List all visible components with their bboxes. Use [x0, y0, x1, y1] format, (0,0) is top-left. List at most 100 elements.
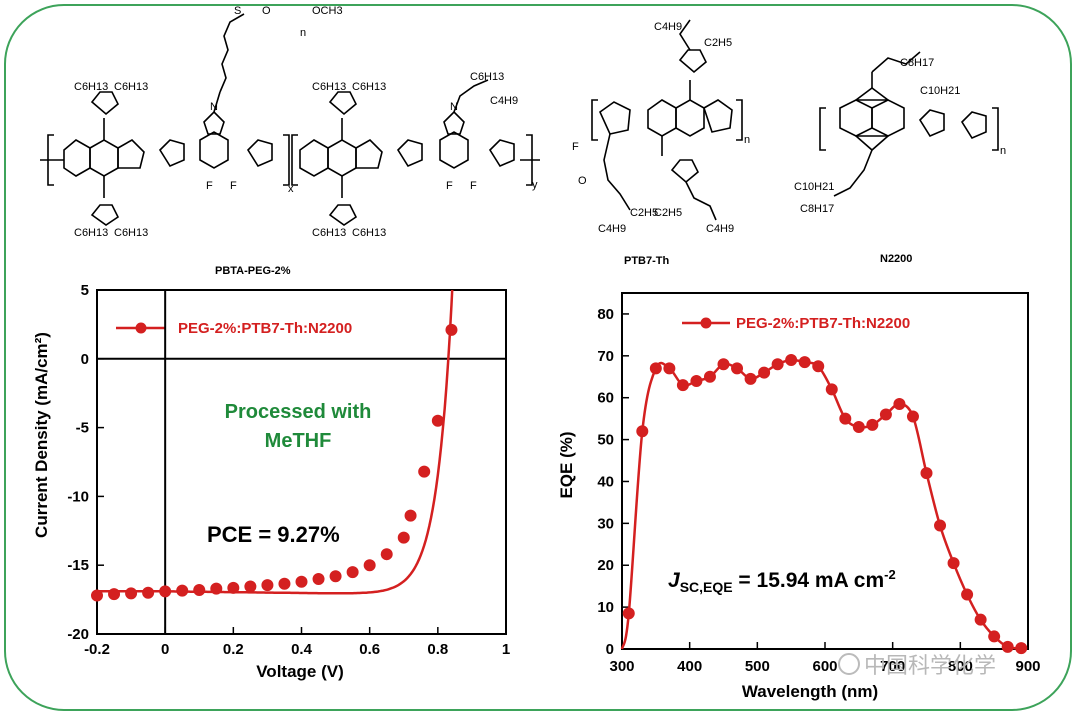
svg-text:F: F: [470, 180, 477, 192]
eqe-data-point: [947, 557, 960, 570]
eqe-data-point: [906, 410, 919, 423]
eqe-data-point: [703, 370, 716, 383]
jv-data-point: [142, 586, 155, 599]
jv-data-point: [418, 465, 431, 478]
svg-text:x: x: [288, 183, 294, 195]
jv-xlabel: Voltage (V): [256, 662, 344, 681]
jv-ytick-label: 5: [81, 285, 89, 299]
ptb7-name: PTB7-Th: [624, 255, 670, 267]
svg-text:S: S: [234, 5, 241, 17]
jv-data-point: [346, 566, 359, 579]
jv-data-point: [210, 582, 223, 595]
eqe-data-point: [717, 358, 730, 371]
eqe-legend: PEG-2%:PTB7-Th:N2200: [682, 315, 910, 332]
wechat-icon: [838, 653, 860, 675]
jv-xtick-label: 0.2: [223, 641, 244, 658]
watermark: 中国科学化学: [838, 648, 996, 680]
svg-text:C8H17: C8H17: [800, 203, 834, 215]
jv-data-point: [445, 323, 458, 336]
eqe-xtick-label: 900: [1015, 658, 1040, 675]
eqe-jsc-annotation: JSC,EQE = 15.94 mA cm-2: [668, 567, 896, 595]
jv-processed-line2: MeTHF: [265, 430, 332, 452]
eqe-xtick-label: 600: [812, 658, 837, 675]
jv-processed-line1: Processed with: [225, 401, 372, 423]
svg-text:C4H9: C4H9: [490, 95, 518, 107]
jv-data-point: [278, 577, 291, 590]
eqe-xtick-label: 700: [880, 658, 905, 675]
eqe-legend-marker: [700, 317, 712, 329]
eqe-ytick-label: 20: [597, 557, 614, 574]
jv-ytick-label: -20: [67, 626, 89, 643]
jv-data-point: [261, 579, 274, 592]
svg-text:F: F: [446, 180, 453, 192]
jv-xtick-label: -0.2: [84, 641, 110, 658]
eqe-data-point: [622, 607, 635, 620]
eqe-ytick-label: 70: [597, 348, 614, 365]
jv-xtick-label: 0.6: [359, 641, 380, 658]
jv-xtick-label: 1: [502, 641, 510, 658]
jv-data-point: [159, 585, 172, 598]
eqe-ytick-label: 40: [597, 473, 614, 490]
jv-xtick-label: 0.4: [291, 641, 313, 658]
eqe-xtick-label: 300: [609, 658, 634, 675]
eqe-xtick-label: 500: [745, 658, 770, 675]
ptb7-th-structure: C4H9 C2H5 F O C2H5 C4H9 C2H5 C4H9 n PTB7…: [572, 19, 750, 267]
jv-legend: PEG-2%:PTB7-Th:N2200: [116, 320, 352, 337]
jv-data-point: [329, 570, 342, 583]
jv-pce: PCE = 9.27%: [207, 522, 340, 547]
eqe-data-point: [961, 588, 974, 601]
eqe-data-point: [879, 408, 892, 421]
n2200-structure: C8H17 C10H21 C10H21 C8H17 n N2200: [794, 51, 1006, 265]
eqe-ytick-label: 50: [597, 432, 614, 449]
eqe-data-point: [974, 613, 987, 626]
eqe-data-point: [1015, 642, 1028, 655]
jv-ytick-label: -10: [67, 488, 89, 505]
pbta-name: PBTA-PEG-2%: [215, 265, 291, 277]
svg-text:F: F: [572, 141, 579, 153]
svg-text:OCH3: OCH3: [312, 5, 343, 17]
svg-text:C2H5: C2H5: [654, 207, 682, 219]
svg-text:n: n: [300, 27, 306, 39]
eqe-xtick-label: 800: [948, 658, 973, 675]
eqe-ytick-label: 30: [597, 515, 614, 532]
svg-text:C6H13: C6H13: [470, 71, 504, 83]
eqe-data-point: [731, 362, 744, 375]
jv-ytick-label: -15: [67, 557, 89, 574]
jv-legend-label: PEG-2%:PTB7-Th:N2200: [178, 320, 352, 337]
eqe-data-point: [636, 425, 649, 438]
svg-text:F: F: [230, 180, 237, 192]
svg-text:C6H13: C6H13: [114, 81, 148, 93]
eqe-ytick-label: 80: [597, 306, 614, 323]
eqe-data-point: [676, 379, 689, 392]
jv-ylabel: Current Density (mA/cm²): [32, 332, 51, 538]
eqe-data-point: [798, 356, 811, 369]
eqe-data-point: [812, 360, 825, 373]
eqe-ytick-label: 0: [606, 641, 614, 658]
svg-text:O: O: [578, 175, 587, 187]
eqe-xlabel: Wavelength (nm): [742, 682, 878, 701]
svg-text:C6H13: C6H13: [312, 81, 346, 93]
jv-data-point: [431, 414, 444, 427]
jv-data-point: [227, 581, 240, 594]
jv-data-point: [397, 531, 410, 544]
svg-text:N: N: [210, 101, 218, 113]
eqe-data-point: [690, 374, 703, 387]
jv-data-point: [244, 580, 257, 593]
jv-data-point: [91, 589, 103, 602]
svg-text:C4H9: C4H9: [654, 21, 682, 33]
jv-series-line: [97, 290, 454, 595]
eqe-data-point: [785, 354, 798, 367]
eqe-legend-label: PEG-2%:PTB7-Th:N2200: [736, 315, 910, 332]
jv-data-point: [404, 509, 417, 522]
svg-text:C8H17: C8H17: [900, 57, 934, 69]
watermark-text: 中国科学化学: [864, 653, 997, 678]
eqe-data-point: [825, 383, 838, 396]
eqe-ytick-label: 10: [597, 599, 614, 616]
svg-text:C6H13: C6H13: [312, 227, 346, 239]
jv-data-point: [125, 587, 138, 600]
n2200-name: N2200: [880, 253, 912, 265]
svg-text:C2H5: C2H5: [704, 37, 732, 49]
svg-text:N: N: [450, 101, 458, 113]
jv-data-point: [363, 559, 376, 572]
eqe-ytick-label: 60: [597, 390, 614, 407]
